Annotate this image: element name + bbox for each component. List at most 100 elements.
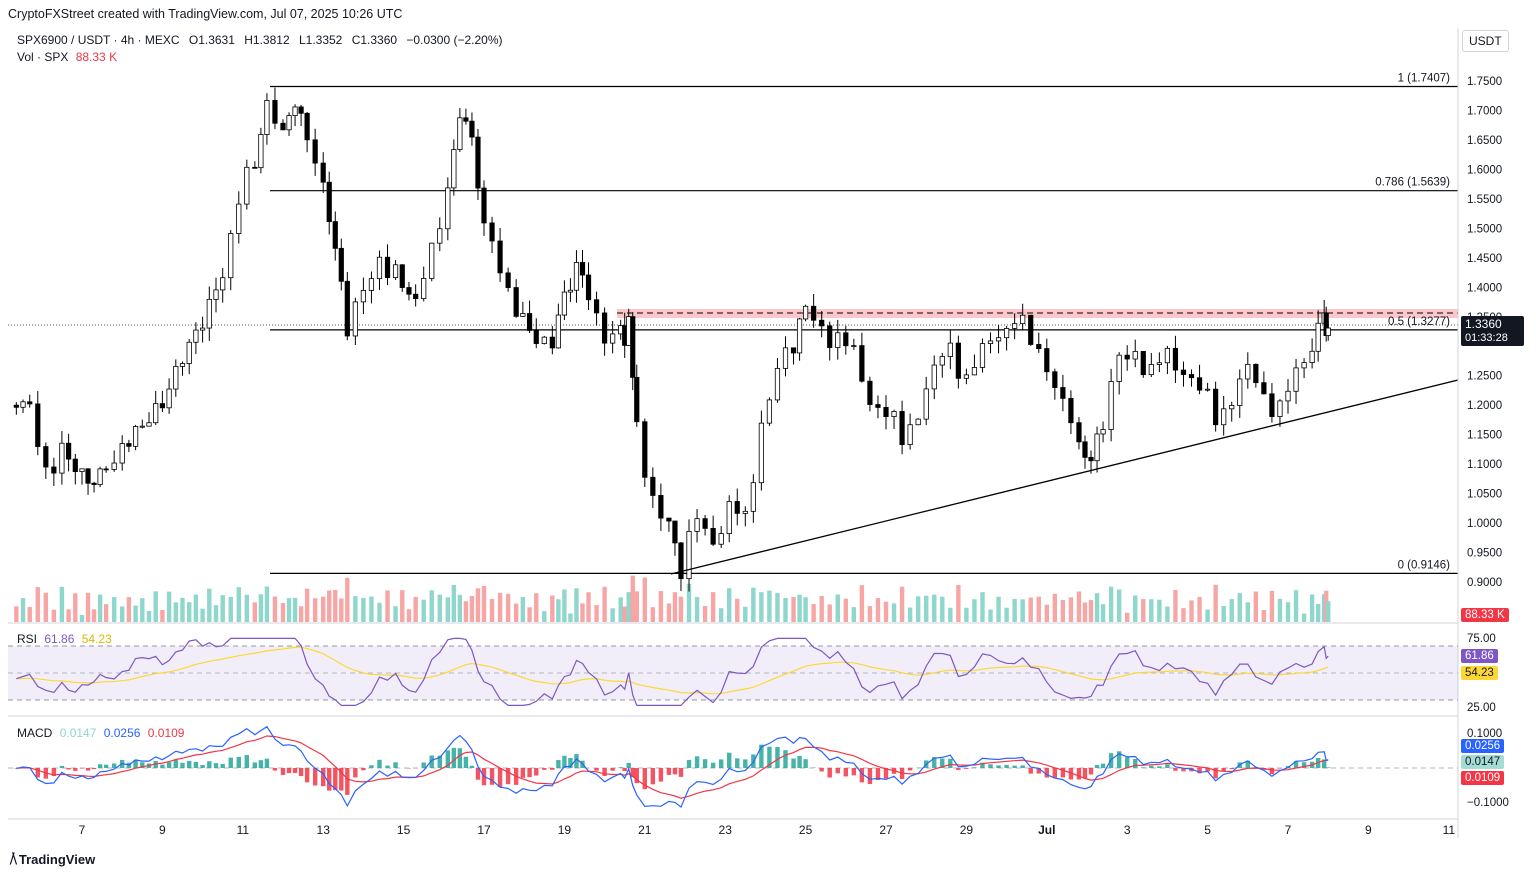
macd-histogram-bar [759,744,764,768]
volume-bar [111,597,117,622]
price-tick-label: 1.1000 [1467,459,1502,471]
macd-histogram-bar [574,754,579,768]
volume-bar [1157,599,1162,622]
volume-bar [43,592,49,622]
macd-label[interactable]: MACD [17,726,53,740]
volume-bar [400,590,405,622]
macd-histogram-bar [520,768,526,778]
time-axis[interactable]: 7 9 11 13 15 17 19 21 23 25 27 29 Jul 3 5 7 9 11 [79,823,1456,837]
bearish-candle [827,325,833,348]
volume-bar [594,605,599,622]
volume-bar [406,609,412,622]
volume-bar [1094,593,1100,622]
volume-bar [97,594,103,622]
volume-bar [1133,595,1138,622]
bearish-candle [585,274,592,301]
bearish-candle [13,404,19,408]
bearish-candle [1172,347,1179,371]
macd-histogram-bar [345,768,350,795]
macd-histogram-bar [193,761,199,768]
macd-histogram-bar [1181,768,1186,772]
bullish-candle [835,332,841,348]
close-value: C1.3360 [351,33,398,47]
bullish-candle [1156,362,1162,365]
volume-bar [702,605,708,622]
bearish-candle [955,342,961,379]
bullish-candle [947,342,953,357]
bearish-candle [475,136,481,189]
bullish-candle [1221,408,1227,426]
fib-level-label: 0 (0.9146) [1398,559,1451,571]
macd-histogram-bar [1100,763,1106,768]
bearish-candle [666,517,672,522]
tradingview-logo[interactable]: ⧸⧹ TradingView [10,851,95,867]
bullish-candle [561,291,568,316]
macd-histogram-bar [1149,765,1154,768]
volume-bar [851,607,857,622]
bullish-candle [206,298,212,329]
symbol-label[interactable]: SPX6900 / USDT · 4h · MEXC [17,33,180,47]
volume-bar [586,592,591,622]
volume-bar [672,592,678,622]
tradingview-icon: ⧸⧹ [10,851,17,866]
volume-bar [35,587,40,622]
volume-bar [146,610,152,622]
macd-histogram-bar [133,759,138,768]
macd-histogram-bar [562,755,567,768]
bearish-candle [1028,314,1034,345]
price-axis[interactable]: 1.7500 1.7000 1.6500 1.6000 1.5500 1.5000 1.45… [1467,76,1502,589]
macd-histogram-bar [1157,766,1162,768]
volume-bar [126,597,132,622]
macd-histogram-bar [1044,768,1049,778]
bearish-candle [338,247,344,282]
bearish-candle [1088,456,1094,462]
bullish-candle [718,533,724,545]
volume-bars [14,575,1331,622]
rsi-value: 61.86 [44,632,75,646]
macd-histogram-bar [1088,768,1094,775]
volume-bar [556,599,561,622]
volume-bar [610,608,615,622]
currency-button[interactable]: USDT [1462,30,1509,52]
macd-histogram-bar [678,768,684,777]
bullish-candle [520,313,526,317]
macd-histogram-bar [1052,768,1058,779]
macd-histogram-bar [213,763,219,768]
bearish-candle [43,446,49,468]
bearish-candle [672,520,678,544]
bullish-candle [1094,433,1100,462]
volume-bar [236,587,241,622]
macd-histogram-bar [1060,768,1066,778]
bullish-candle [119,443,125,464]
price-tick-label: 1.4000 [1467,282,1502,294]
volume-bar [393,606,398,622]
bearish-candle [1188,374,1195,379]
macd-histogram-bar [228,757,233,768]
time-tick-label: Jul [1038,823,1055,837]
rsi-label[interactable]: RSI [17,632,38,646]
volume-bar [298,606,304,622]
bearish-candle [790,347,797,354]
time-tick-label: 29 [960,823,974,837]
volume-label[interactable]: Vol · SPX [17,50,69,64]
bullish-candle [1277,400,1283,417]
rsi-ma-tag: 54.23 [1461,666,1498,680]
bearish-candle [1124,354,1130,360]
macd-histogram-bar [1094,765,1100,768]
bullish-candle [1285,390,1291,402]
volume-bar [1213,584,1218,622]
macd-histogram-bar [321,768,326,787]
volume-bar [811,604,816,622]
macd-histogram-bar [1213,768,1218,779]
volume-bar [867,606,873,622]
macd-histogram-bar [972,767,977,768]
price-tick-label: 1.1500 [1467,430,1502,442]
bullish-candle [567,289,574,293]
volume-bar [345,577,350,622]
macd-histogram-bar [803,759,808,768]
volume-bar [626,592,631,622]
bearish-candle [642,421,648,478]
bullish-candle [995,337,1002,342]
volume-bar [783,597,788,622]
